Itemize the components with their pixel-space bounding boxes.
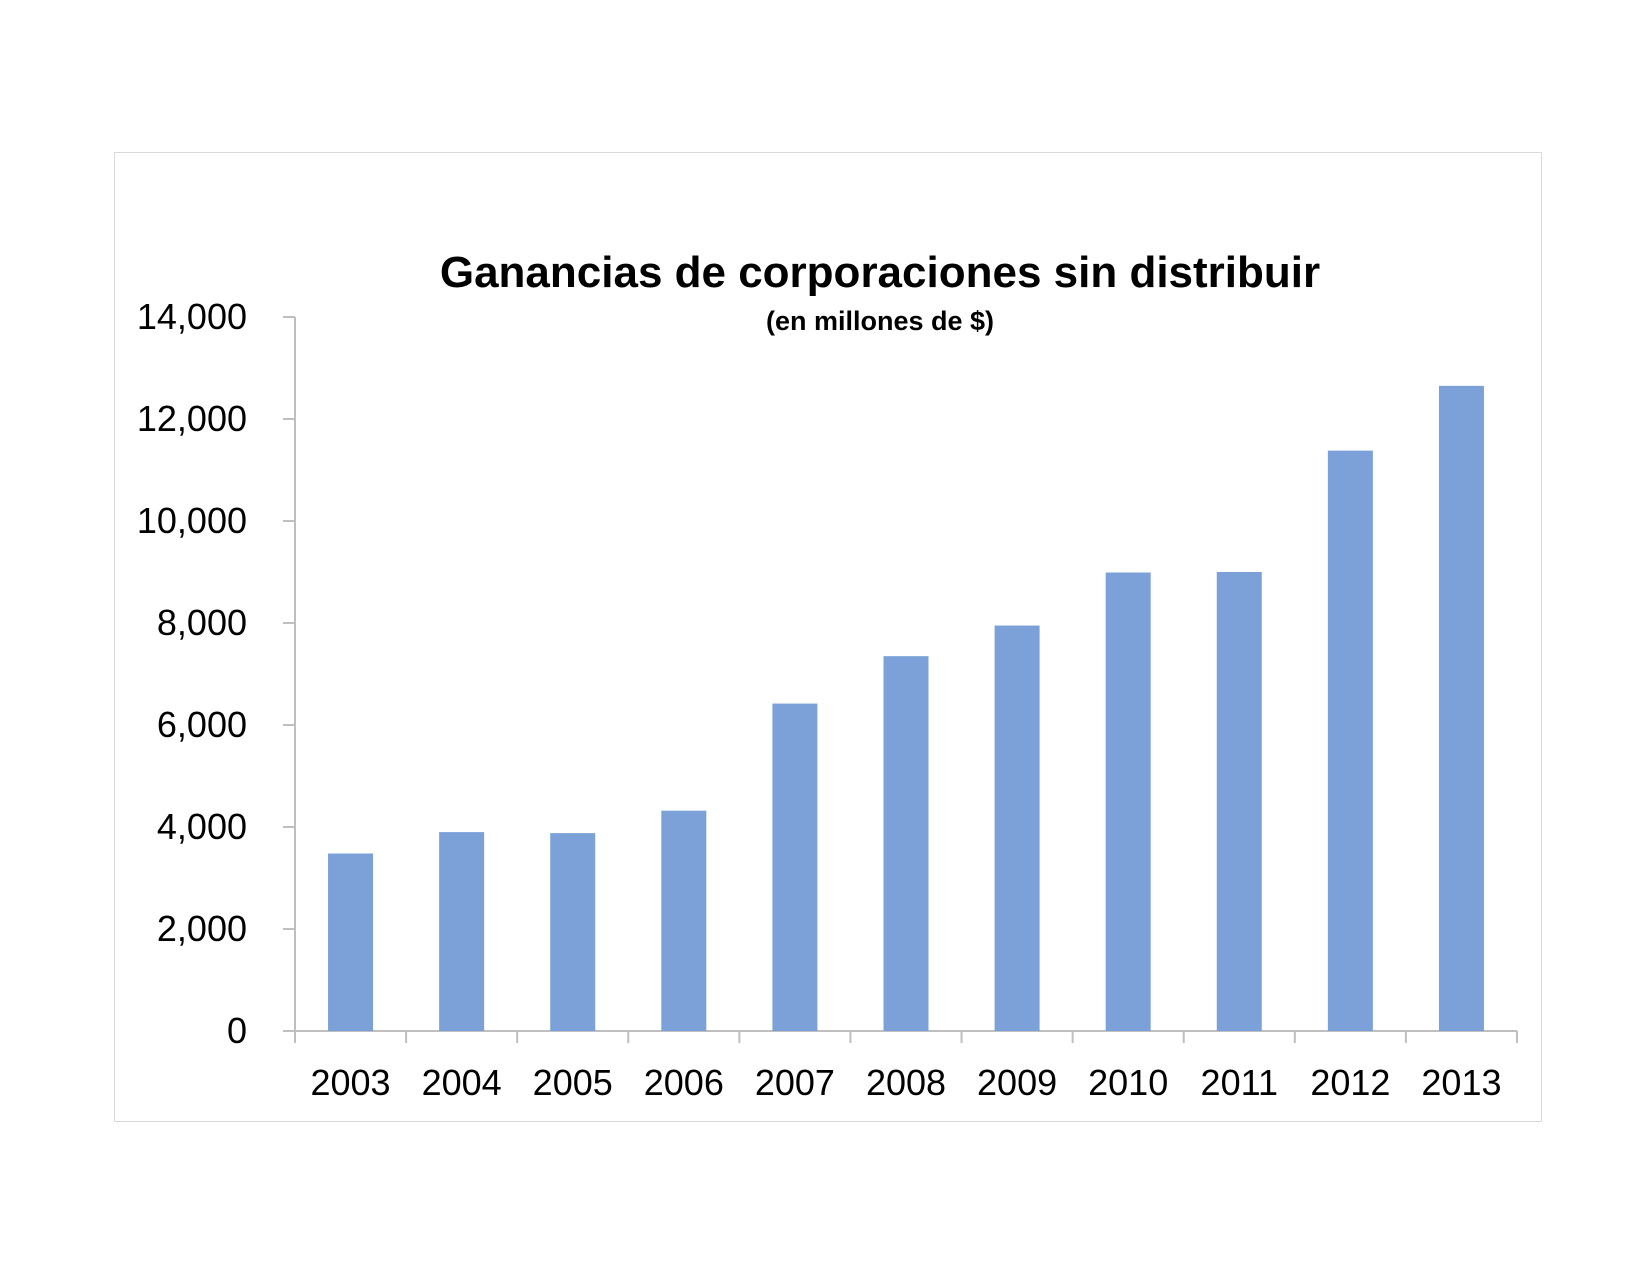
x-tick-label: 2011: [1201, 1062, 1278, 1103]
y-tick-label: 4,000: [157, 806, 247, 847]
bar-2011: [1216, 572, 1262, 1031]
bar-2005: [550, 833, 596, 1031]
bar-2010: [1105, 572, 1151, 1031]
chart-title: Ganancias de corporaciones sin distribui…: [440, 248, 1320, 297]
bar-2007: [772, 703, 818, 1031]
x-tick-label: 2012: [1310, 1062, 1390, 1103]
bar-2008: [883, 656, 929, 1031]
bars: [328, 385, 1484, 1032]
bar-2012: [1327, 450, 1373, 1031]
x-tick-label: 2003: [310, 1062, 390, 1103]
bar-2009: [994, 625, 1040, 1031]
y-tick-label: 12,000: [137, 398, 247, 439]
y-tick-label: 6,000: [157, 704, 247, 745]
x-tick-label: 2009: [977, 1062, 1057, 1103]
y-tick-label: 2,000: [157, 908, 247, 949]
bar-2003: [328, 853, 374, 1031]
x-tick-label: 2006: [644, 1062, 724, 1103]
x-axis: 2003 2004 2005 2006 2007 2008 2009 2010 2011 2012…: [294, 1030, 1518, 1103]
bar-2006: [661, 810, 707, 1031]
x-tick-label: 2008: [866, 1062, 946, 1103]
y-tick-label: 10,000: [137, 500, 247, 541]
bar-2013: [1438, 385, 1484, 1032]
y-tick-label: 8,000: [157, 602, 247, 643]
bar-2004: [439, 832, 485, 1031]
x-tick-label: 2004: [422, 1062, 502, 1103]
y-axis: 0 2,000 4,000 6,000 8,000 10,000 12,000 14,000: [137, 296, 296, 1051]
x-tick-label: 2007: [755, 1062, 835, 1103]
y-tick-label: 14,000: [137, 296, 247, 337]
x-tick-label: 2010: [1088, 1062, 1168, 1103]
x-tick-label: 2005: [533, 1062, 613, 1103]
x-tick-label: 2013: [1421, 1062, 1501, 1103]
chart-subtitle: (en millones de $): [766, 306, 994, 336]
y-tick-label: 0: [227, 1010, 247, 1051]
